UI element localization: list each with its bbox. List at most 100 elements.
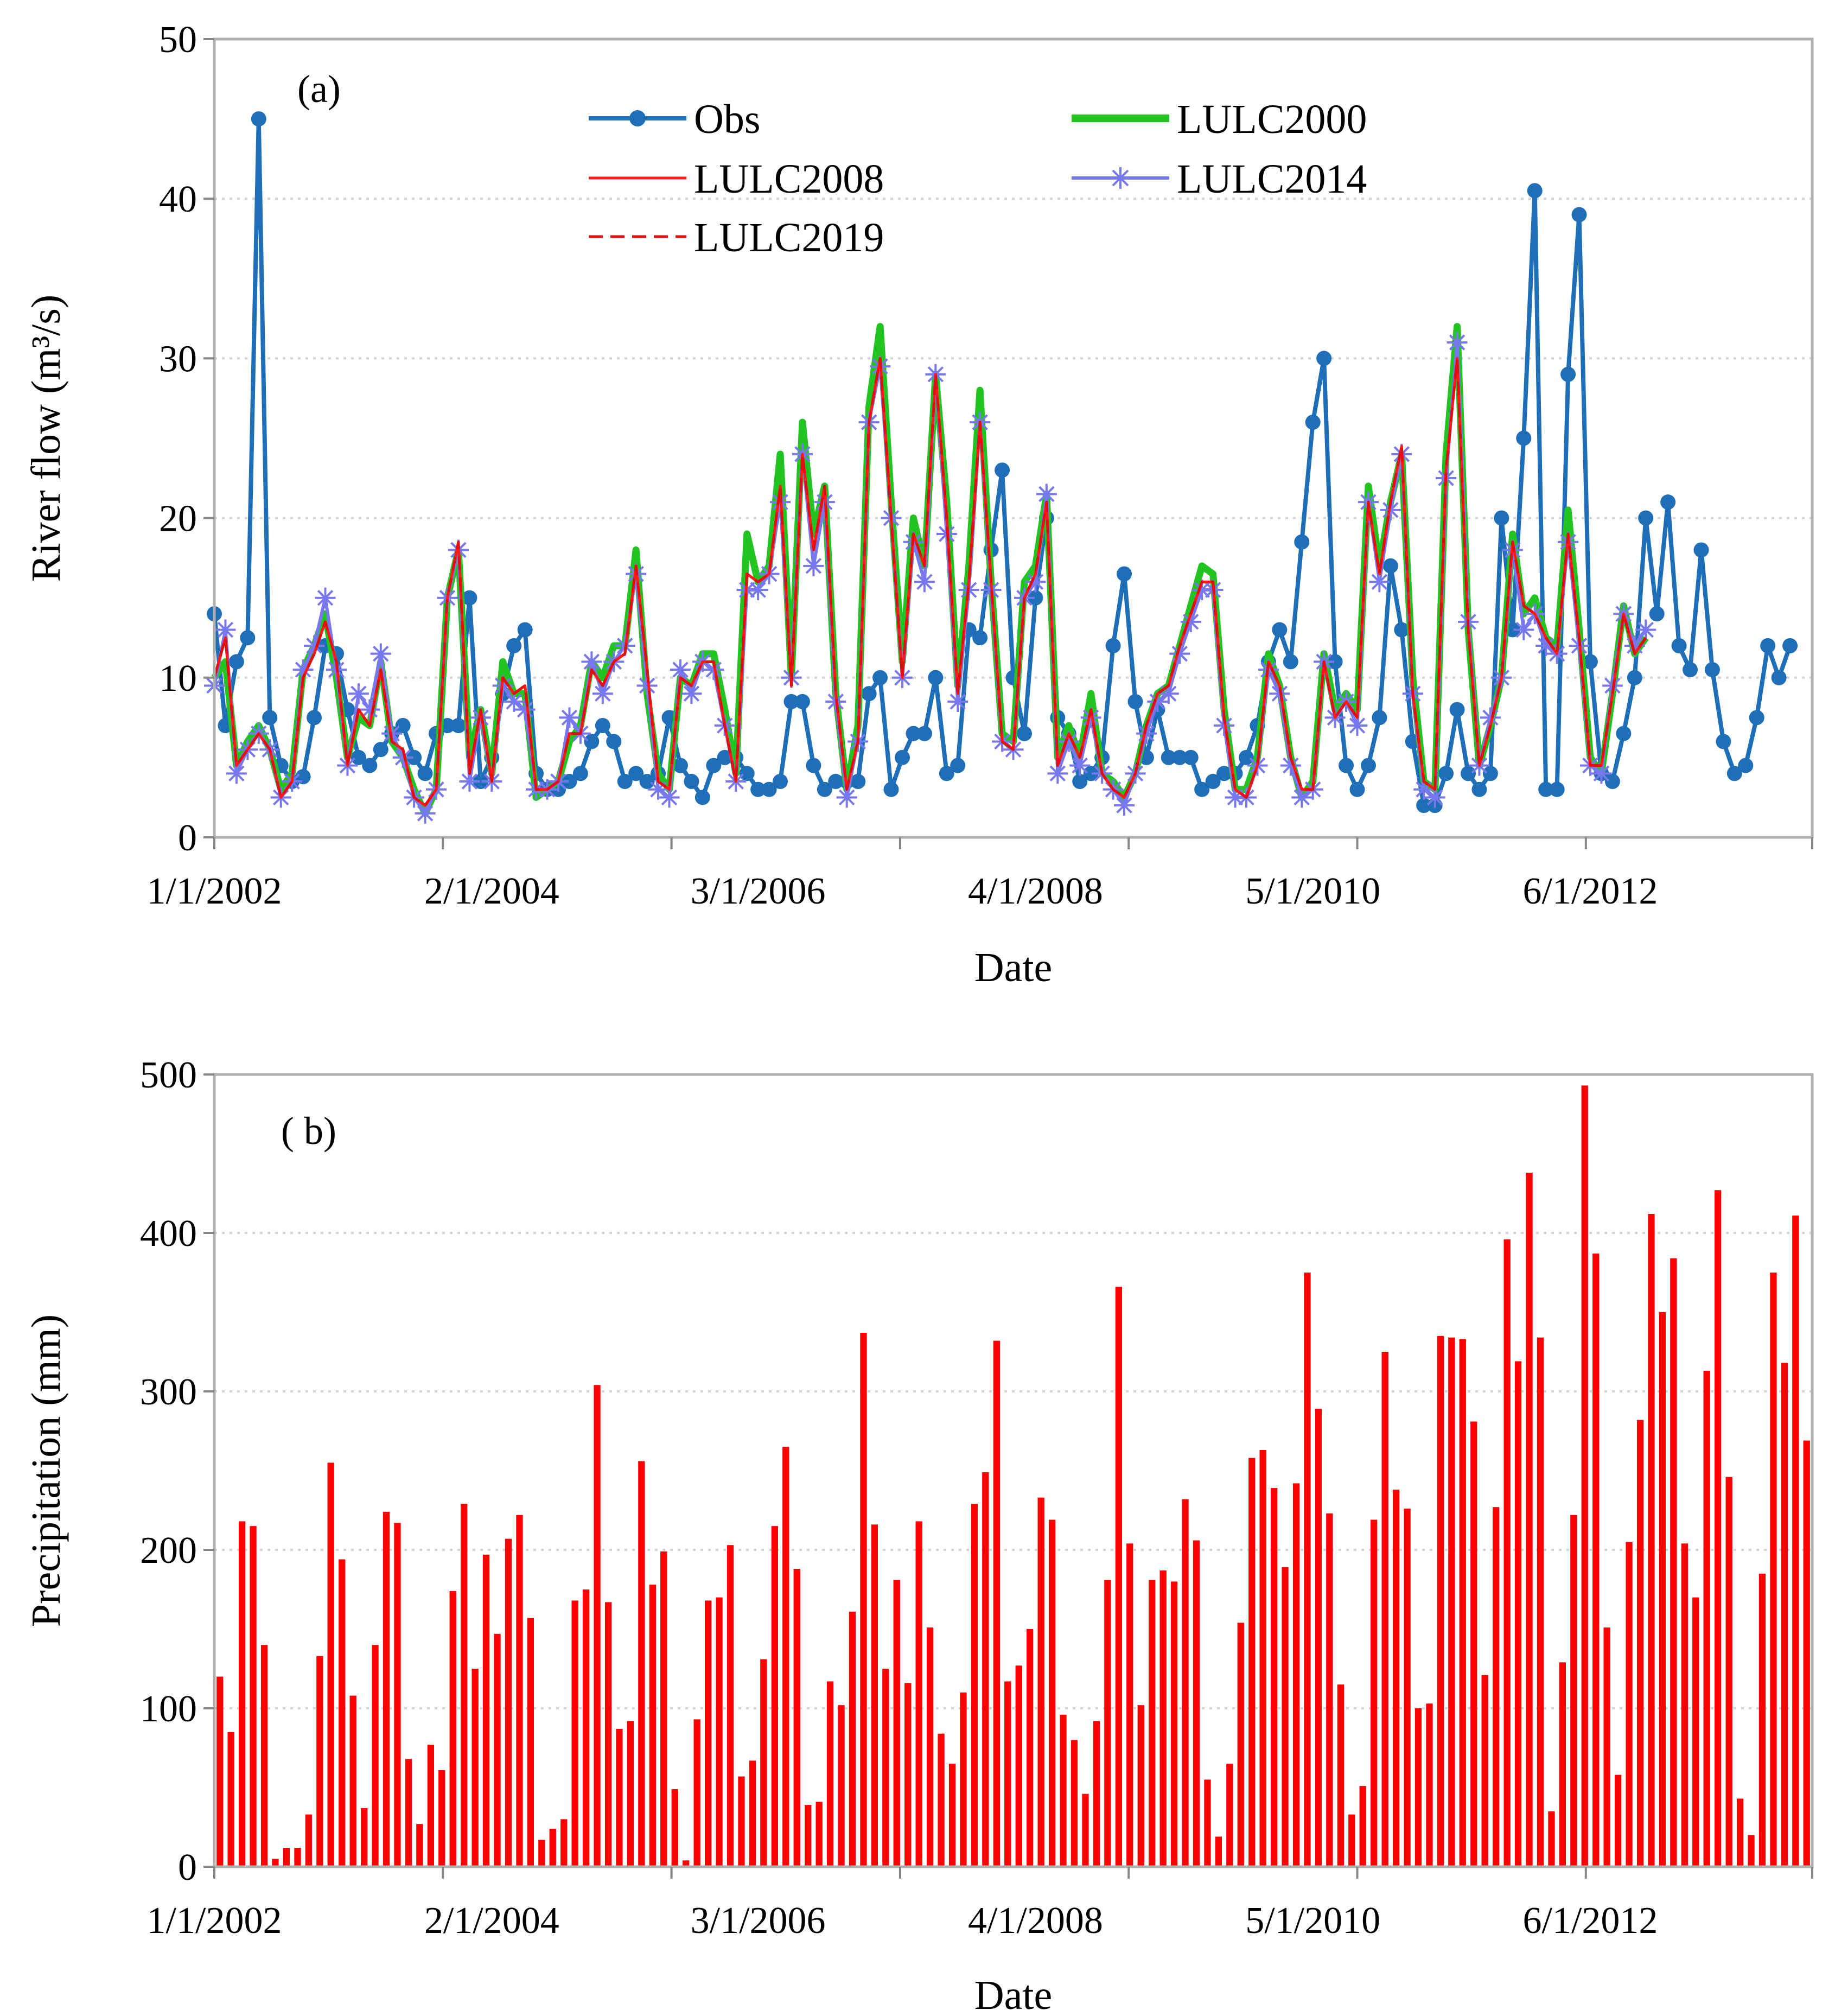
obs-point: [1627, 670, 1642, 685]
obs-point: [1549, 781, 1565, 797]
precipitation-bar: [516, 1515, 523, 1867]
star-stroke: [661, 789, 678, 806]
river-flow-chart: 0 10 20 30 40 50 1/1/2002 2/1/2004 3/1/2006 4/1/…: [23, 19, 1814, 990]
precipitation-bar: [427, 1745, 434, 1867]
precipitation-bar: [527, 1618, 534, 1867]
panel-a-label: (a): [297, 67, 341, 111]
precipitation-bar: [1437, 1335, 1444, 1867]
precipitation-bar: [649, 1585, 656, 1867]
precipitation-bar: [1559, 1662, 1566, 1867]
star-stroke: [805, 558, 822, 574]
lulc2014-point: [1369, 571, 1390, 593]
precipitation-bar: [805, 1805, 812, 1867]
obs-point: [894, 749, 910, 765]
star-stroke: [1283, 757, 1299, 774]
precipitation-bar: [1570, 1515, 1577, 1867]
precipitation-bar: [239, 1521, 246, 1867]
obs-point: [773, 774, 788, 790]
precipitation-bar: [1758, 1573, 1766, 1867]
obs-point: [240, 630, 256, 646]
precipitation-bar: [815, 1802, 823, 1867]
precipitation-bar: [1004, 1681, 1011, 1867]
precipitation-bar: [1581, 1085, 1588, 1867]
star-stroke: [561, 709, 578, 726]
precipitation-bar: [1426, 1703, 1433, 1867]
obs-point: [850, 774, 866, 790]
precipitation-bar: [1748, 1835, 1755, 1867]
obs-point: [1604, 774, 1620, 790]
precipitation-bar: [1404, 1509, 1411, 1867]
precipitation-bar: [283, 1848, 290, 1867]
precipitation-bar: [1659, 1312, 1666, 1867]
obs-point: [362, 758, 378, 773]
obs-point: [1294, 534, 1310, 550]
precipitation-bar: [1326, 1513, 1333, 1867]
precipitation-bar: [1093, 1721, 1100, 1867]
precipitation-bar: [1071, 1740, 1078, 1867]
obs-point: [1616, 726, 1632, 741]
obs-point: [695, 790, 710, 805]
obs-point: [706, 758, 722, 773]
precipitation-bar: [1792, 1215, 1799, 1867]
precipitation-bar: [927, 1627, 934, 1867]
obs-point: [794, 694, 810, 709]
precipitation-bar: [871, 1524, 878, 1867]
obs-point: [1582, 654, 1598, 670]
precipitation-bar: [449, 1591, 456, 1867]
precipitation-bar: [1282, 1567, 1289, 1867]
precipitation-bar: [749, 1760, 756, 1867]
x-tick-label: 2/1/2004: [424, 1900, 559, 1942]
precipitation-bar: [1392, 1490, 1400, 1867]
precipitation-bar: [727, 1545, 734, 1867]
star-stroke: [506, 694, 522, 710]
obs-point: [617, 774, 633, 790]
obs-point: [473, 774, 488, 790]
river-flow-axes: [203, 38, 1813, 849]
x-tick-label: 4/1/2008: [968, 1900, 1103, 1942]
obs-point: [417, 766, 433, 781]
star-stroke: [1082, 709, 1099, 726]
obs-point: [1360, 758, 1376, 773]
precipitation-bar: [1725, 1477, 1732, 1867]
legend-label-obs: Obs: [694, 97, 760, 142]
star-stroke: [1049, 765, 1066, 782]
obs-point: [1738, 758, 1754, 773]
obs-point: [572, 766, 588, 781]
obs-point: [1283, 654, 1298, 670]
obs-point: [950, 758, 966, 773]
obs-point: [1760, 638, 1776, 653]
precipitation-bar: [1204, 1779, 1211, 1867]
precipitation-bar: [416, 1824, 423, 1867]
obs-point: [1482, 766, 1498, 781]
star-stroke: [1449, 334, 1466, 351]
obs-point: [450, 718, 466, 734]
obs-point: [1083, 766, 1099, 781]
obs-point: [373, 742, 388, 758]
obs-point: [1183, 749, 1199, 765]
obs-point: [462, 590, 477, 606]
precipitation-bars: [216, 1085, 1810, 1867]
lulc2014-point: [1069, 755, 1091, 776]
obs-point: [1272, 622, 1288, 638]
precipitation-bar: [638, 1461, 645, 1867]
obs-point: [761, 781, 777, 797]
obs-point: [1649, 606, 1665, 622]
precipitation-bar: [1715, 1190, 1722, 1867]
star-stroke: [1515, 621, 1532, 638]
obs-point: [906, 726, 921, 741]
star-stroke: [351, 685, 367, 702]
precipitation-chart: 0 100 200 300 400 500 1/1/2002 2/1/2004 3/1/200…: [23, 1054, 1814, 2016]
precipitation-bar: [461, 1504, 468, 1867]
x-tick-label: 2/1/2004: [424, 870, 559, 912]
star-stroke: [373, 645, 389, 662]
precipitation-bar: [1514, 1361, 1522, 1867]
x-tick-label: 6/1/2012: [1523, 1900, 1658, 1942]
star-stroke: [672, 662, 689, 678]
precipitation-bar: [826, 1681, 834, 1867]
precipitation-bar: [438, 1770, 445, 1867]
obs-point: [1072, 774, 1088, 790]
legend-item-lulc2000: LULC2000: [1072, 97, 1367, 142]
precipitation-bar: [683, 1860, 690, 1867]
precipitation-bar: [1060, 1714, 1067, 1867]
precipitation-bar: [1493, 1507, 1500, 1867]
